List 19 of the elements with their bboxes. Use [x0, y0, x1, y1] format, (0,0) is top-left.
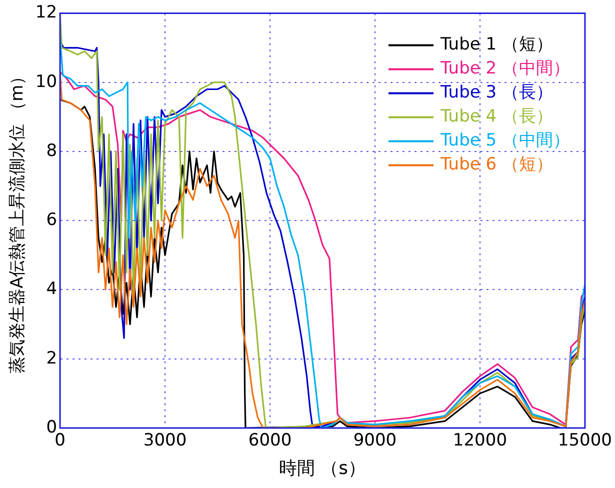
y-tick-label: 12	[35, 2, 58, 23]
legend-label: Tube 2 （中間）	[440, 58, 570, 79]
y-tick-label: 8	[46, 140, 58, 161]
x-tick-label: 12000	[452, 430, 508, 451]
y-tick-label: 6	[46, 210, 58, 230]
y-tick-label: 10	[35, 72, 58, 92]
legend-label: Tube 5 （中間）	[440, 130, 570, 151]
y-tick-label: 4	[46, 279, 58, 300]
x-tick-label: 6000	[248, 430, 292, 451]
x-tick-label: 15000	[558, 430, 612, 451]
x-tick-label: 3000	[143, 430, 187, 451]
x-tick-label: 9000	[353, 430, 397, 451]
x-axis-title: 時間 （s）	[278, 458, 366, 479]
legend-label: Tube 4 （長）	[440, 106, 553, 127]
legend-label: Tube 1 （短）	[440, 34, 553, 55]
y-tick-label: 2	[46, 348, 58, 368]
y-axis-title: 蒸気発生器A伝熱管上昇流側水位 （m）	[8, 68, 28, 374]
legend-label: Tube 3 （長）	[440, 82, 553, 103]
legend-label: Tube 6 （短）	[440, 154, 553, 175]
